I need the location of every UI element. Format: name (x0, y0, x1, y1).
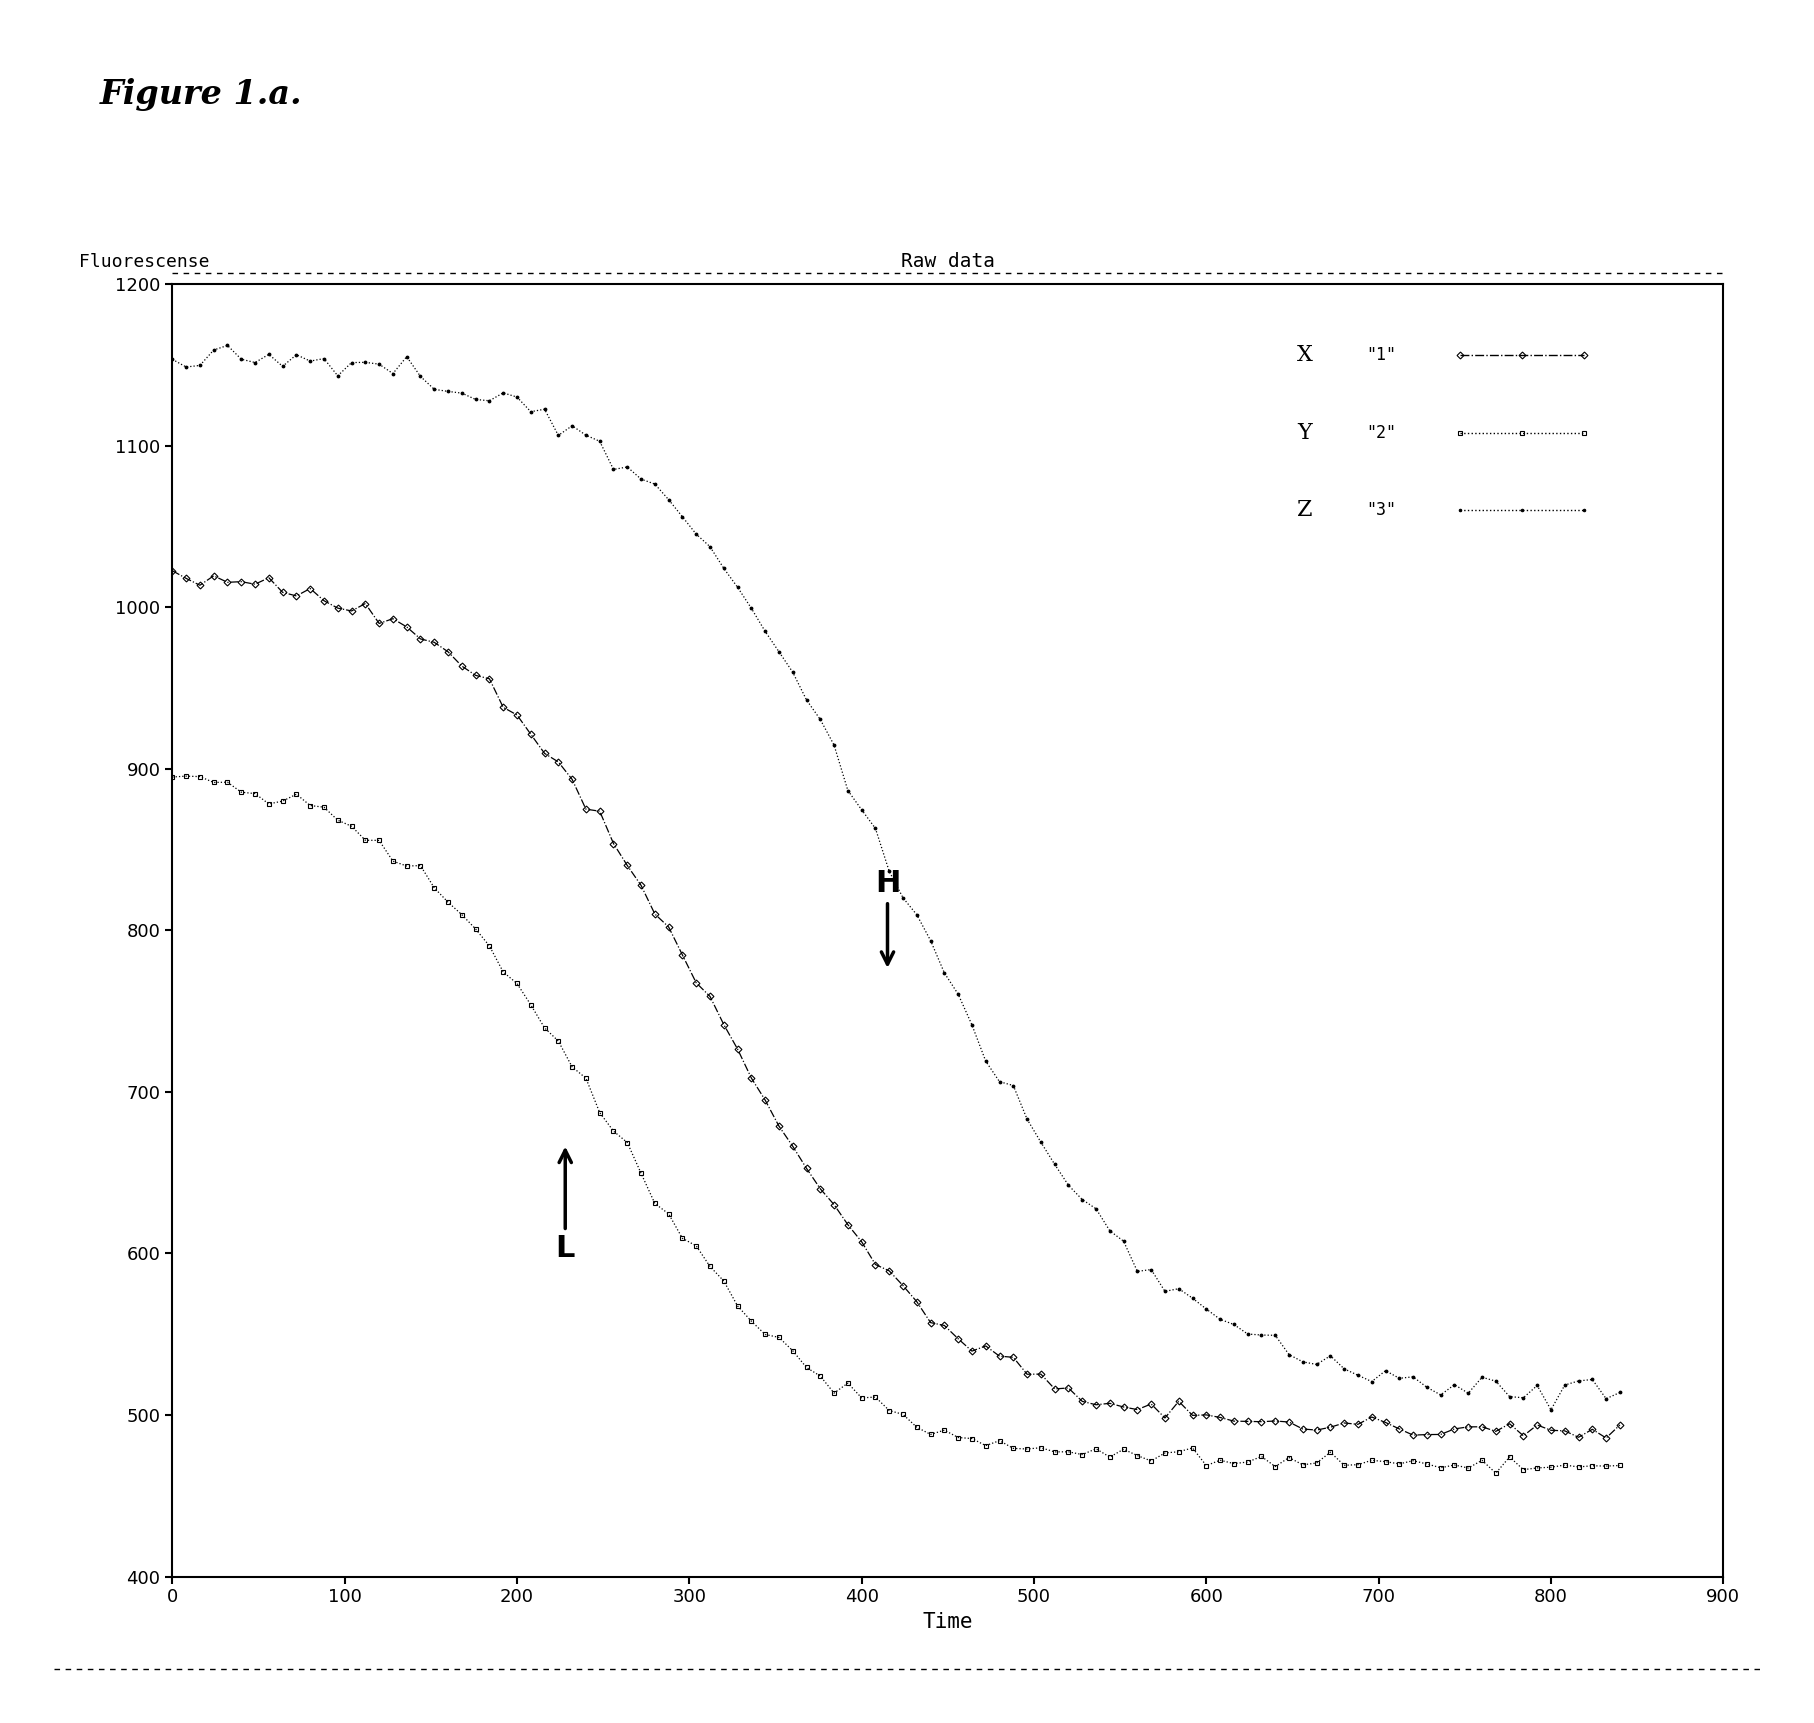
Text: Fluorescense: Fluorescense (80, 253, 210, 272)
Text: Z: Z (1297, 500, 1312, 522)
Text: L: L (555, 1151, 575, 1263)
Text: "3": "3" (1366, 501, 1397, 519)
Text: Raw data: Raw data (902, 252, 994, 272)
Text: "2": "2" (1366, 424, 1397, 441)
X-axis label: Time: Time (923, 1613, 972, 1632)
Text: Figure 1.a.: Figure 1.a. (100, 78, 303, 110)
Text: H: H (874, 868, 900, 965)
Text: Y: Y (1297, 422, 1312, 445)
Text: X: X (1297, 345, 1313, 367)
Text: "1": "1" (1366, 346, 1397, 364)
